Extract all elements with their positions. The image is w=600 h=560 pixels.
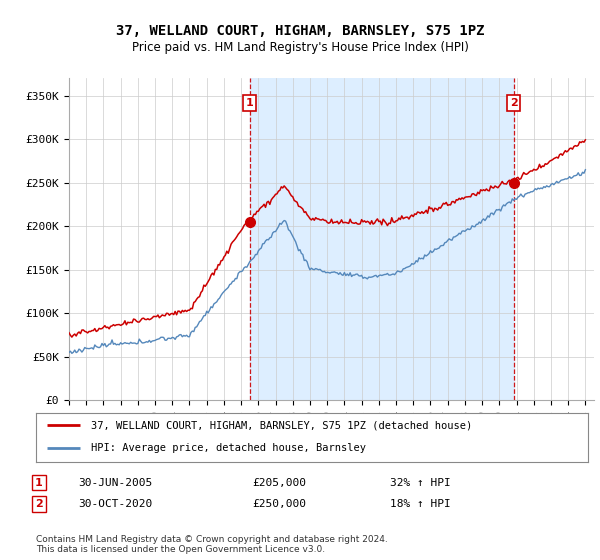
Text: Price paid vs. HM Land Registry's House Price Index (HPI): Price paid vs. HM Land Registry's House … <box>131 41 469 54</box>
Text: £205,000: £205,000 <box>252 478 306 488</box>
Text: 32% ↑ HPI: 32% ↑ HPI <box>390 478 451 488</box>
Text: 30-JUN-2005: 30-JUN-2005 <box>78 478 152 488</box>
Text: 1: 1 <box>35 478 43 488</box>
Text: Contains HM Land Registry data © Crown copyright and database right 2024.
This d: Contains HM Land Registry data © Crown c… <box>36 535 388 554</box>
Bar <box>250 78 514 400</box>
Text: HPI: Average price, detached house, Barnsley: HPI: Average price, detached house, Barn… <box>91 443 366 453</box>
Text: 37, WELLAND COURT, HIGHAM, BARNSLEY, S75 1PZ: 37, WELLAND COURT, HIGHAM, BARNSLEY, S75… <box>116 24 484 38</box>
Text: 30-OCT-2020: 30-OCT-2020 <box>78 499 152 509</box>
Text: 2: 2 <box>510 98 517 108</box>
Text: 1: 1 <box>246 98 254 108</box>
Text: 18% ↑ HPI: 18% ↑ HPI <box>390 499 451 509</box>
Text: 37, WELLAND COURT, HIGHAM, BARNSLEY, S75 1PZ (detached house): 37, WELLAND COURT, HIGHAM, BARNSLEY, S75… <box>91 420 472 430</box>
Text: £250,000: £250,000 <box>252 499 306 509</box>
Text: 2: 2 <box>35 499 43 509</box>
